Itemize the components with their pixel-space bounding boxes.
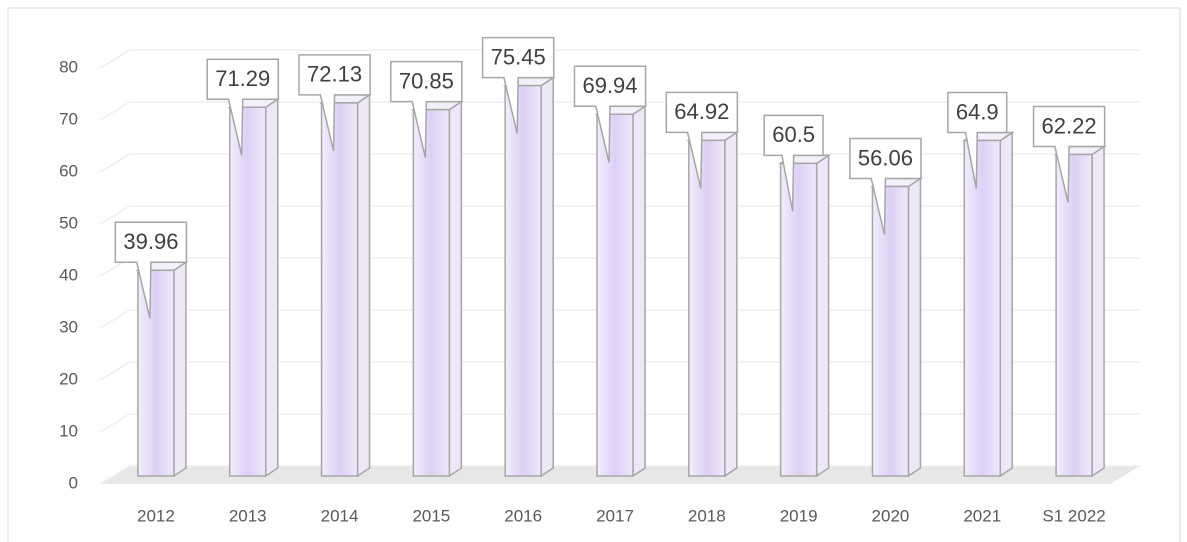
bar — [410, 100, 464, 478]
bar-face — [412, 108, 451, 477]
bar — [961, 131, 1015, 478]
y-tick-label: 50 — [59, 213, 78, 232]
bar — [227, 97, 281, 478]
value-label: 64.92 — [674, 99, 729, 124]
bar-face — [779, 162, 818, 477]
bar-face — [632, 104, 646, 478]
y-tick-label: 60 — [59, 161, 78, 180]
callout — [947, 91, 1008, 189]
bar-face — [999, 131, 1014, 478]
bar-face — [871, 185, 910, 477]
x-tick-label: 2015 — [412, 506, 450, 525]
bar-face — [264, 97, 279, 478]
chart-frame — [7, 7, 1181, 542]
callout — [206, 58, 280, 156]
bar-face — [356, 93, 371, 478]
x-tick-label: 2013 — [229, 506, 267, 525]
bar-face — [228, 106, 267, 477]
x-tick-label: 2017 — [596, 506, 634, 525]
bar-face — [907, 177, 922, 478]
callout — [298, 54, 371, 152]
value-label: 71.29 — [215, 66, 270, 91]
bar — [502, 76, 556, 478]
callout — [1032, 105, 1106, 203]
callout — [390, 60, 463, 158]
bar-face — [540, 76, 554, 478]
y-tick-label: 40 — [59, 265, 78, 284]
bar-face — [1055, 153, 1093, 477]
x-tick-label: 2021 — [963, 506, 1001, 525]
bar-face — [504, 84, 542, 477]
x-tick-label: 2012 — [137, 506, 175, 525]
value-label: 39.96 — [123, 229, 178, 254]
bar — [135, 260, 189, 478]
bar-face — [137, 269, 175, 477]
bar — [869, 177, 923, 478]
y-tick-label: 20 — [59, 369, 78, 388]
value-label: 56.06 — [858, 145, 913, 170]
callout — [763, 114, 824, 212]
value-label: 72.13 — [307, 62, 362, 87]
callout — [481, 36, 555, 134]
y-tick-label: 10 — [59, 421, 78, 440]
bar — [319, 93, 373, 478]
y-tick-label: 0 — [69, 473, 78, 492]
x-tick-label: 2019 — [780, 506, 818, 525]
callout — [665, 91, 739, 189]
value-label: 62.22 — [1042, 113, 1097, 138]
value-label: 70.85 — [399, 68, 454, 93]
x-tick-label: 2014 — [321, 506, 359, 525]
value-label: 64.9 — [956, 99, 999, 124]
bar-face — [724, 131, 738, 478]
grid-line — [99, 49, 1140, 69]
bar — [1053, 145, 1107, 478]
grid-line — [99, 101, 1140, 121]
bar-face — [596, 113, 634, 477]
bar — [686, 131, 740, 478]
x-tick-label: 2020 — [872, 506, 910, 525]
bar-face — [688, 139, 726, 477]
bar-face — [448, 100, 463, 478]
bar-face — [815, 153, 830, 478]
y-tick-label: 30 — [59, 317, 78, 336]
bar-face — [320, 102, 359, 477]
x-tick-label: S1 2022 — [1042, 506, 1105, 525]
x-tick-label: 2018 — [688, 506, 726, 525]
value-label: 69.94 — [582, 73, 637, 98]
value-label: 60.5 — [772, 122, 815, 147]
value-label: 75.45 — [491, 44, 546, 69]
callout — [849, 137, 922, 235]
bar — [778, 153, 832, 478]
bar — [594, 104, 648, 478]
callout — [114, 221, 188, 319]
y-tick-label: 80 — [59, 57, 78, 76]
y-tick-label: 70 — [59, 109, 78, 128]
callout — [573, 65, 647, 163]
x-tick-label: 2016 — [504, 506, 542, 525]
bar-face — [1091, 145, 1105, 478]
bar-face — [963, 139, 1002, 477]
bar-face — [173, 260, 187, 478]
